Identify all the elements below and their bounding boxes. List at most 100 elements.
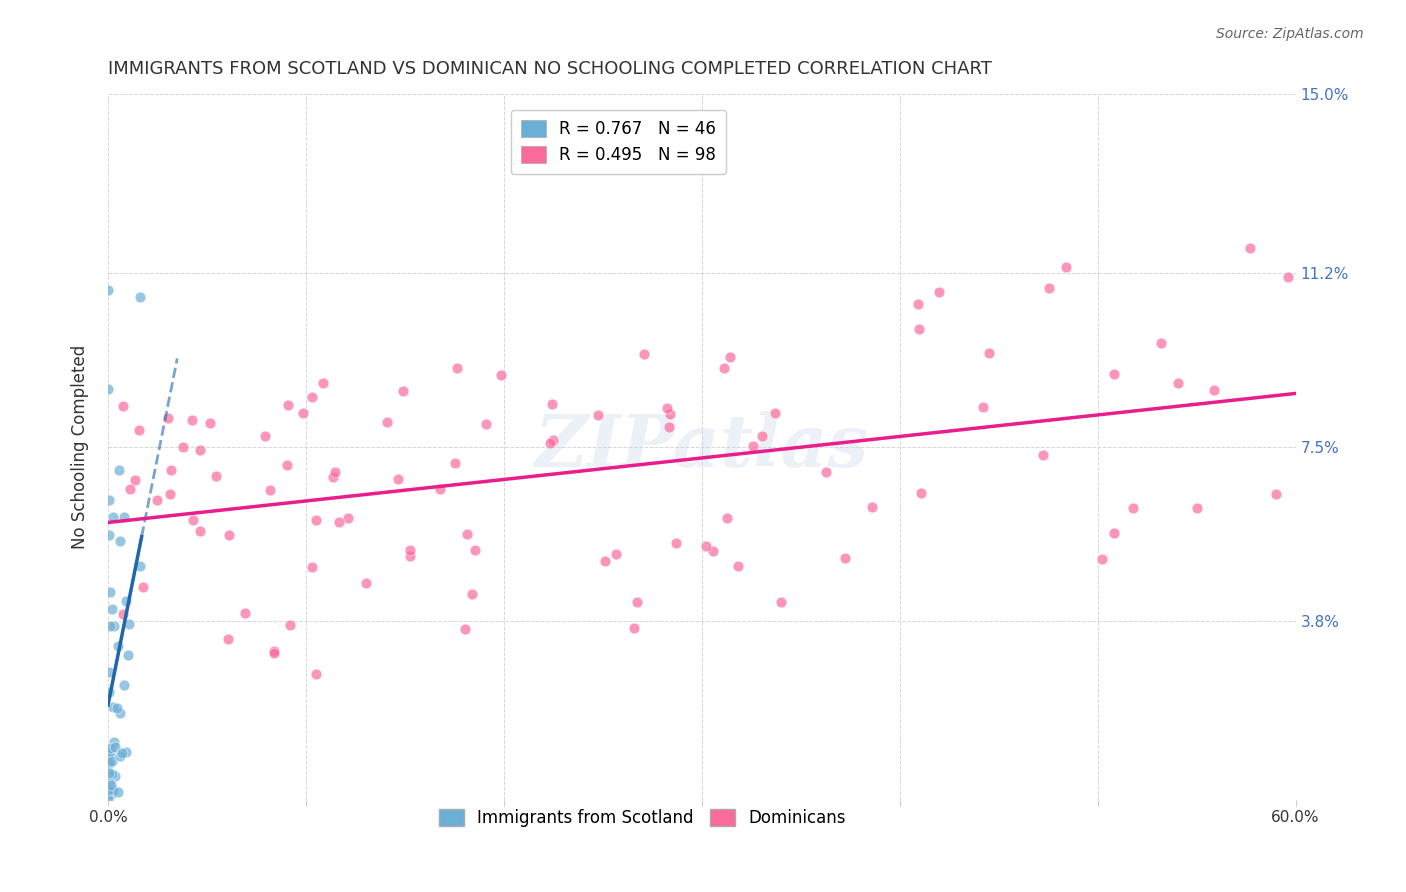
Immigrants from Scotland [98,766,121,780]
Immigrants from Scotland [128,558,150,573]
Dominicans [489,368,512,383]
Dominicans [910,486,932,500]
Text: IMMIGRANTS FROM SCOTLAND VS DOMINICAN NO SCHOOLING COMPLETED CORRELATION CHART: IMMIGRANTS FROM SCOTLAND VS DOMINICAN NO… [108,60,991,78]
Immigrants from Scotland [107,463,129,477]
Dominicans [623,621,645,635]
Dominicans [461,587,484,601]
Dominicans [305,667,328,681]
Dominicans [398,549,420,563]
Dominicans [695,539,717,553]
Immigrants from Scotland [107,639,129,653]
Immigrants from Scotland [108,533,131,548]
Dominicans [312,376,335,391]
Dominicans [278,618,301,632]
Dominicans [132,581,155,595]
Dominicans [908,322,931,336]
Immigrants from Scotland [100,740,122,755]
Immigrants from Scotland [108,706,131,721]
Dominicans [593,554,616,568]
Dominicans [1239,241,1261,255]
Dominicans [1264,487,1286,501]
Dominicans [354,576,377,591]
Immigrants from Scotland [112,678,135,692]
Immigrants from Scotland [103,783,125,797]
Immigrants from Scotland [98,528,121,542]
Immigrants from Scotland [98,746,121,760]
Dominicans [322,470,344,484]
Dominicans [1185,501,1208,516]
Dominicans [181,513,204,527]
Dominicans [375,415,398,429]
Dominicans [444,456,467,470]
Immigrants from Scotland [101,767,124,781]
Dominicans [111,607,134,621]
Immigrants from Scotland [97,783,120,797]
Dominicans [198,416,221,430]
Immigrants from Scotland [98,492,121,507]
Dominicans [862,500,884,514]
Dominicans [305,513,328,527]
Immigrants from Scotland [98,781,121,796]
Dominicans [655,401,678,416]
Dominicans [446,361,468,376]
Immigrants from Scotland [97,382,120,396]
Immigrants from Scotland [100,754,122,768]
Dominicans [156,411,179,425]
Dominicans [180,412,202,426]
Dominicans [398,543,420,558]
Dominicans [146,492,169,507]
Immigrants from Scotland [104,768,127,782]
Dominicans [1204,383,1226,397]
Dominicans [233,607,256,621]
Dominicans [204,468,226,483]
Dominicans [1038,281,1060,295]
Dominicans [160,463,183,477]
Immigrants from Scotland [104,740,127,755]
Immigrants from Scotland [114,745,136,759]
Dominicans [159,487,181,501]
Immigrants from Scotland [108,748,131,763]
Immigrants from Scotland [97,748,120,763]
Immigrants from Scotland [107,785,129,799]
Dominicans [259,483,281,497]
Dominicans [665,536,688,550]
Dominicans [1054,260,1077,274]
Dominicans [188,442,211,457]
Immigrants from Scotland [97,756,120,770]
Immigrants from Scotland [105,700,128,714]
Dominicans [763,406,786,420]
Dominicans [301,559,323,574]
Dominicans [263,646,285,660]
Dominicans [328,515,350,529]
Dominicans [118,483,141,497]
Immigrants from Scotland [103,510,125,524]
Dominicans [718,351,741,365]
Y-axis label: No Schooling Completed: No Schooling Completed [72,345,89,549]
Immigrants from Scotland [103,699,125,714]
Dominicans [263,644,285,658]
Immigrants from Scotland [114,594,136,608]
Dominicans [751,429,773,443]
Text: Source: ZipAtlas.com: Source: ZipAtlas.com [1216,27,1364,41]
Dominicans [633,347,655,361]
Immigrants from Scotland [101,602,124,616]
Dominicans [128,423,150,437]
Dominicans [456,527,478,541]
Dominicans [277,398,299,412]
Dominicans [541,397,564,411]
Dominicans [1150,335,1173,350]
Immigrants from Scotland [97,792,120,806]
Dominicans [1102,368,1125,382]
Immigrants from Scotland [98,665,121,679]
Dominicans [928,285,950,299]
Legend: Immigrants from Scotland, Dominicans: Immigrants from Scotland, Dominicans [432,802,853,833]
Dominicans [1102,525,1125,540]
Dominicans [475,417,498,431]
Dominicans [702,543,724,558]
Dominicans [1167,376,1189,390]
Dominicans [658,420,681,434]
Dominicans [464,542,486,557]
Dominicans [716,511,738,525]
Text: ZIPatlas: ZIPatlas [534,411,869,483]
Dominicans [541,434,564,448]
